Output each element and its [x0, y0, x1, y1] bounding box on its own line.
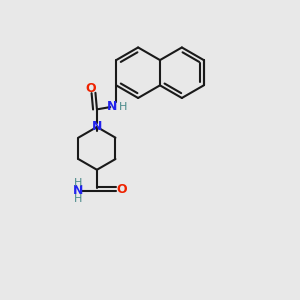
Text: H: H: [74, 178, 82, 188]
Text: N: N: [72, 184, 83, 197]
Text: N: N: [107, 100, 118, 113]
Text: O: O: [86, 82, 96, 95]
Text: N: N: [92, 121, 102, 134]
Text: H: H: [118, 102, 127, 112]
Text: O: O: [116, 184, 127, 196]
Text: H: H: [74, 194, 82, 204]
